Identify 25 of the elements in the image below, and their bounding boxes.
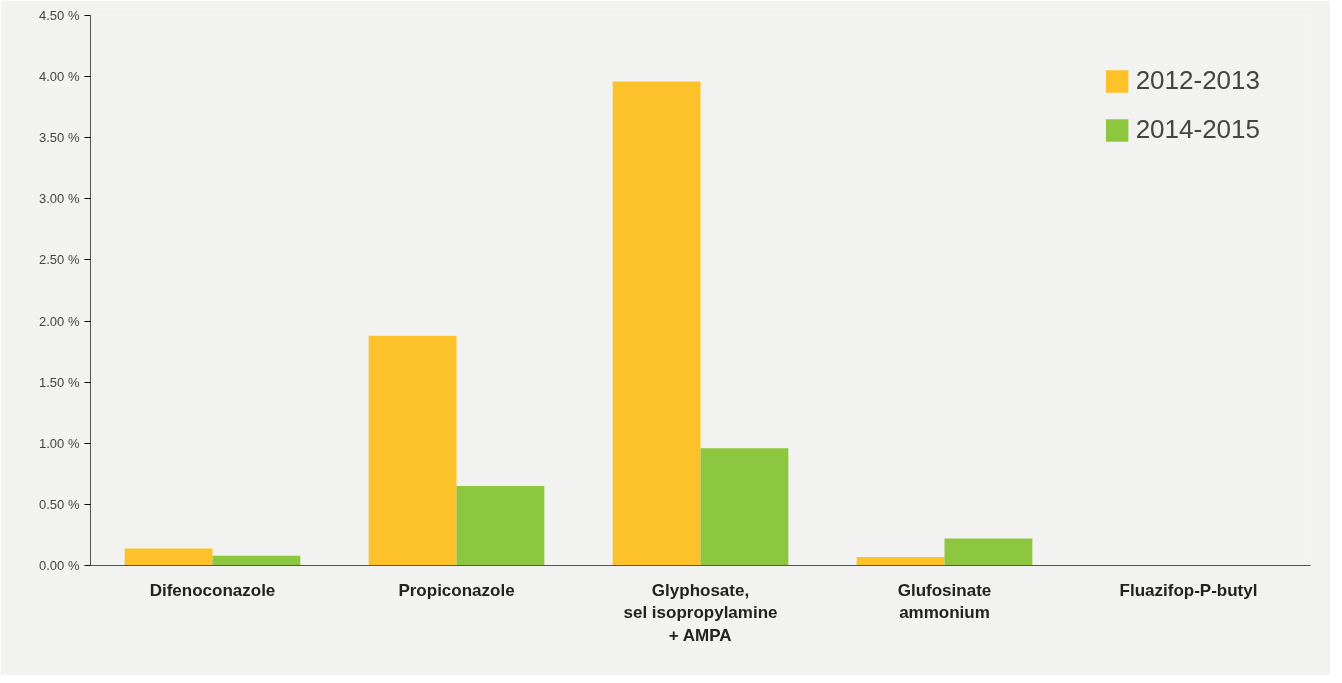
bar — [856, 556, 945, 566]
y-tick-label: 2.50 % — [39, 252, 80, 268]
x-tick-label: Propiconazole — [398, 580, 515, 600]
x-tick-label: Glufosinate ammonium — [897, 580, 992, 623]
y-tick-label: 3.00 % — [39, 191, 80, 207]
legend-label: 2012-2013 — [1135, 65, 1260, 96]
bar — [700, 448, 789, 566]
y-tick-label: 0.00 % — [39, 558, 80, 573]
x-tick-label: Glyphosate, sel isopropylamine + AMPA — [623, 580, 778, 646]
y-tick-label: 4.50 % — [39, 8, 80, 23]
y-tick-label: 3.50 % — [39, 130, 80, 146]
y-tick-label: 1.50 % — [39, 374, 80, 390]
bar — [124, 548, 213, 566]
y-tick-label: 1.00 % — [39, 435, 80, 451]
y-tick-label: 4.00 % — [39, 69, 80, 85]
bar — [368, 335, 457, 566]
bar — [212, 555, 301, 566]
x-tick-label: Fluazifop-P-butyl — [1119, 580, 1258, 600]
y-tick-label: 2.00 % — [39, 313, 80, 329]
bar — [456, 486, 545, 566]
bar — [944, 538, 1033, 566]
x-tick-label: Difenoconazole — [149, 580, 276, 600]
legend-label: 2014-2015 — [1135, 114, 1260, 145]
y-tick-label: 0.50 % — [39, 496, 80, 512]
bar — [612, 81, 701, 566]
